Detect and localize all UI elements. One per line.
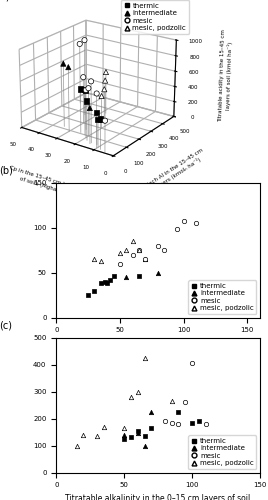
Point: [102, 278, 107, 285]
Point: [142, 354, 147, 362]
Legend: thermic, intermediate, mesic, mesic, podzolic: thermic, intermediate, mesic, mesic, pod…: [188, 280, 256, 314]
Point: [131, 250, 135, 258]
Point: [156, 268, 160, 276]
Point: [81, 430, 85, 438]
Point: [122, 430, 126, 438]
Point: [197, 417, 201, 425]
Point: [136, 430, 140, 438]
Legend: thermic, intermediate, mesic, mesic, podzolic: thermic, intermediate, mesic, mesic, pod…: [121, 0, 189, 34]
Point: [183, 398, 187, 406]
Point: [149, 408, 154, 416]
Point: [181, 217, 186, 225]
Point: [176, 408, 181, 416]
Point: [156, 242, 160, 250]
Point: [137, 272, 141, 280]
Point: [118, 248, 122, 256]
Point: [107, 276, 112, 283]
Point: [194, 219, 198, 227]
Point: [99, 257, 103, 265]
Point: [102, 422, 106, 430]
Text: (b): (b): [0, 166, 13, 176]
Point: [136, 388, 140, 396]
Point: [137, 246, 141, 254]
Point: [137, 246, 141, 254]
Text: (a): (a): [0, 0, 10, 2]
Point: [190, 418, 194, 426]
Point: [118, 260, 122, 268]
Text: (c): (c): [0, 321, 12, 331]
Point: [170, 418, 174, 426]
X-axis label: Total C in the 0–15 cm layers of soil (Mg ha⁻¹): Total C in the 0–15 cm layers of soil (M…: [71, 339, 245, 348]
Point: [105, 280, 109, 287]
Point: [92, 286, 96, 294]
Point: [129, 393, 133, 401]
Point: [99, 280, 103, 287]
Point: [129, 434, 133, 442]
Point: [131, 237, 135, 245]
Point: [122, 424, 126, 432]
Point: [124, 273, 128, 281]
Point: [149, 424, 154, 432]
Point: [163, 417, 167, 425]
Point: [111, 272, 116, 280]
Point: [162, 246, 167, 254]
Point: [136, 426, 140, 434]
X-axis label: Titratable alkalinity in the 0–15 cm layers of soil
(kmol ha⁻¹): Titratable alkalinity in the 0–15 cm lay…: [65, 494, 251, 500]
Point: [75, 442, 79, 450]
Legend: thermic, intermediate, mesic, mesic, podzolic: thermic, intermediate, mesic, mesic, pod…: [188, 436, 256, 469]
Point: [190, 359, 194, 367]
Point: [95, 432, 99, 440]
X-axis label: Cp in the 15–45 cm layers
of soils (Mgha⁻¹): Cp in the 15–45 cm layers of soils (Mgha…: [6, 166, 79, 198]
Point: [176, 420, 181, 428]
Point: [122, 434, 126, 443]
Point: [175, 226, 179, 234]
Point: [143, 255, 147, 263]
Point: [170, 397, 174, 405]
Point: [143, 255, 147, 263]
Point: [142, 442, 147, 450]
Point: [142, 432, 147, 440]
Point: [203, 420, 208, 428]
Y-axis label: Exch Al in the 15–45 cm
layers (kmolₙ ha⁻¹): Exch Al in the 15–45 cm layers (kmolₙ ha…: [146, 148, 208, 194]
Point: [86, 291, 90, 299]
Point: [92, 255, 96, 263]
Point: [124, 246, 128, 254]
